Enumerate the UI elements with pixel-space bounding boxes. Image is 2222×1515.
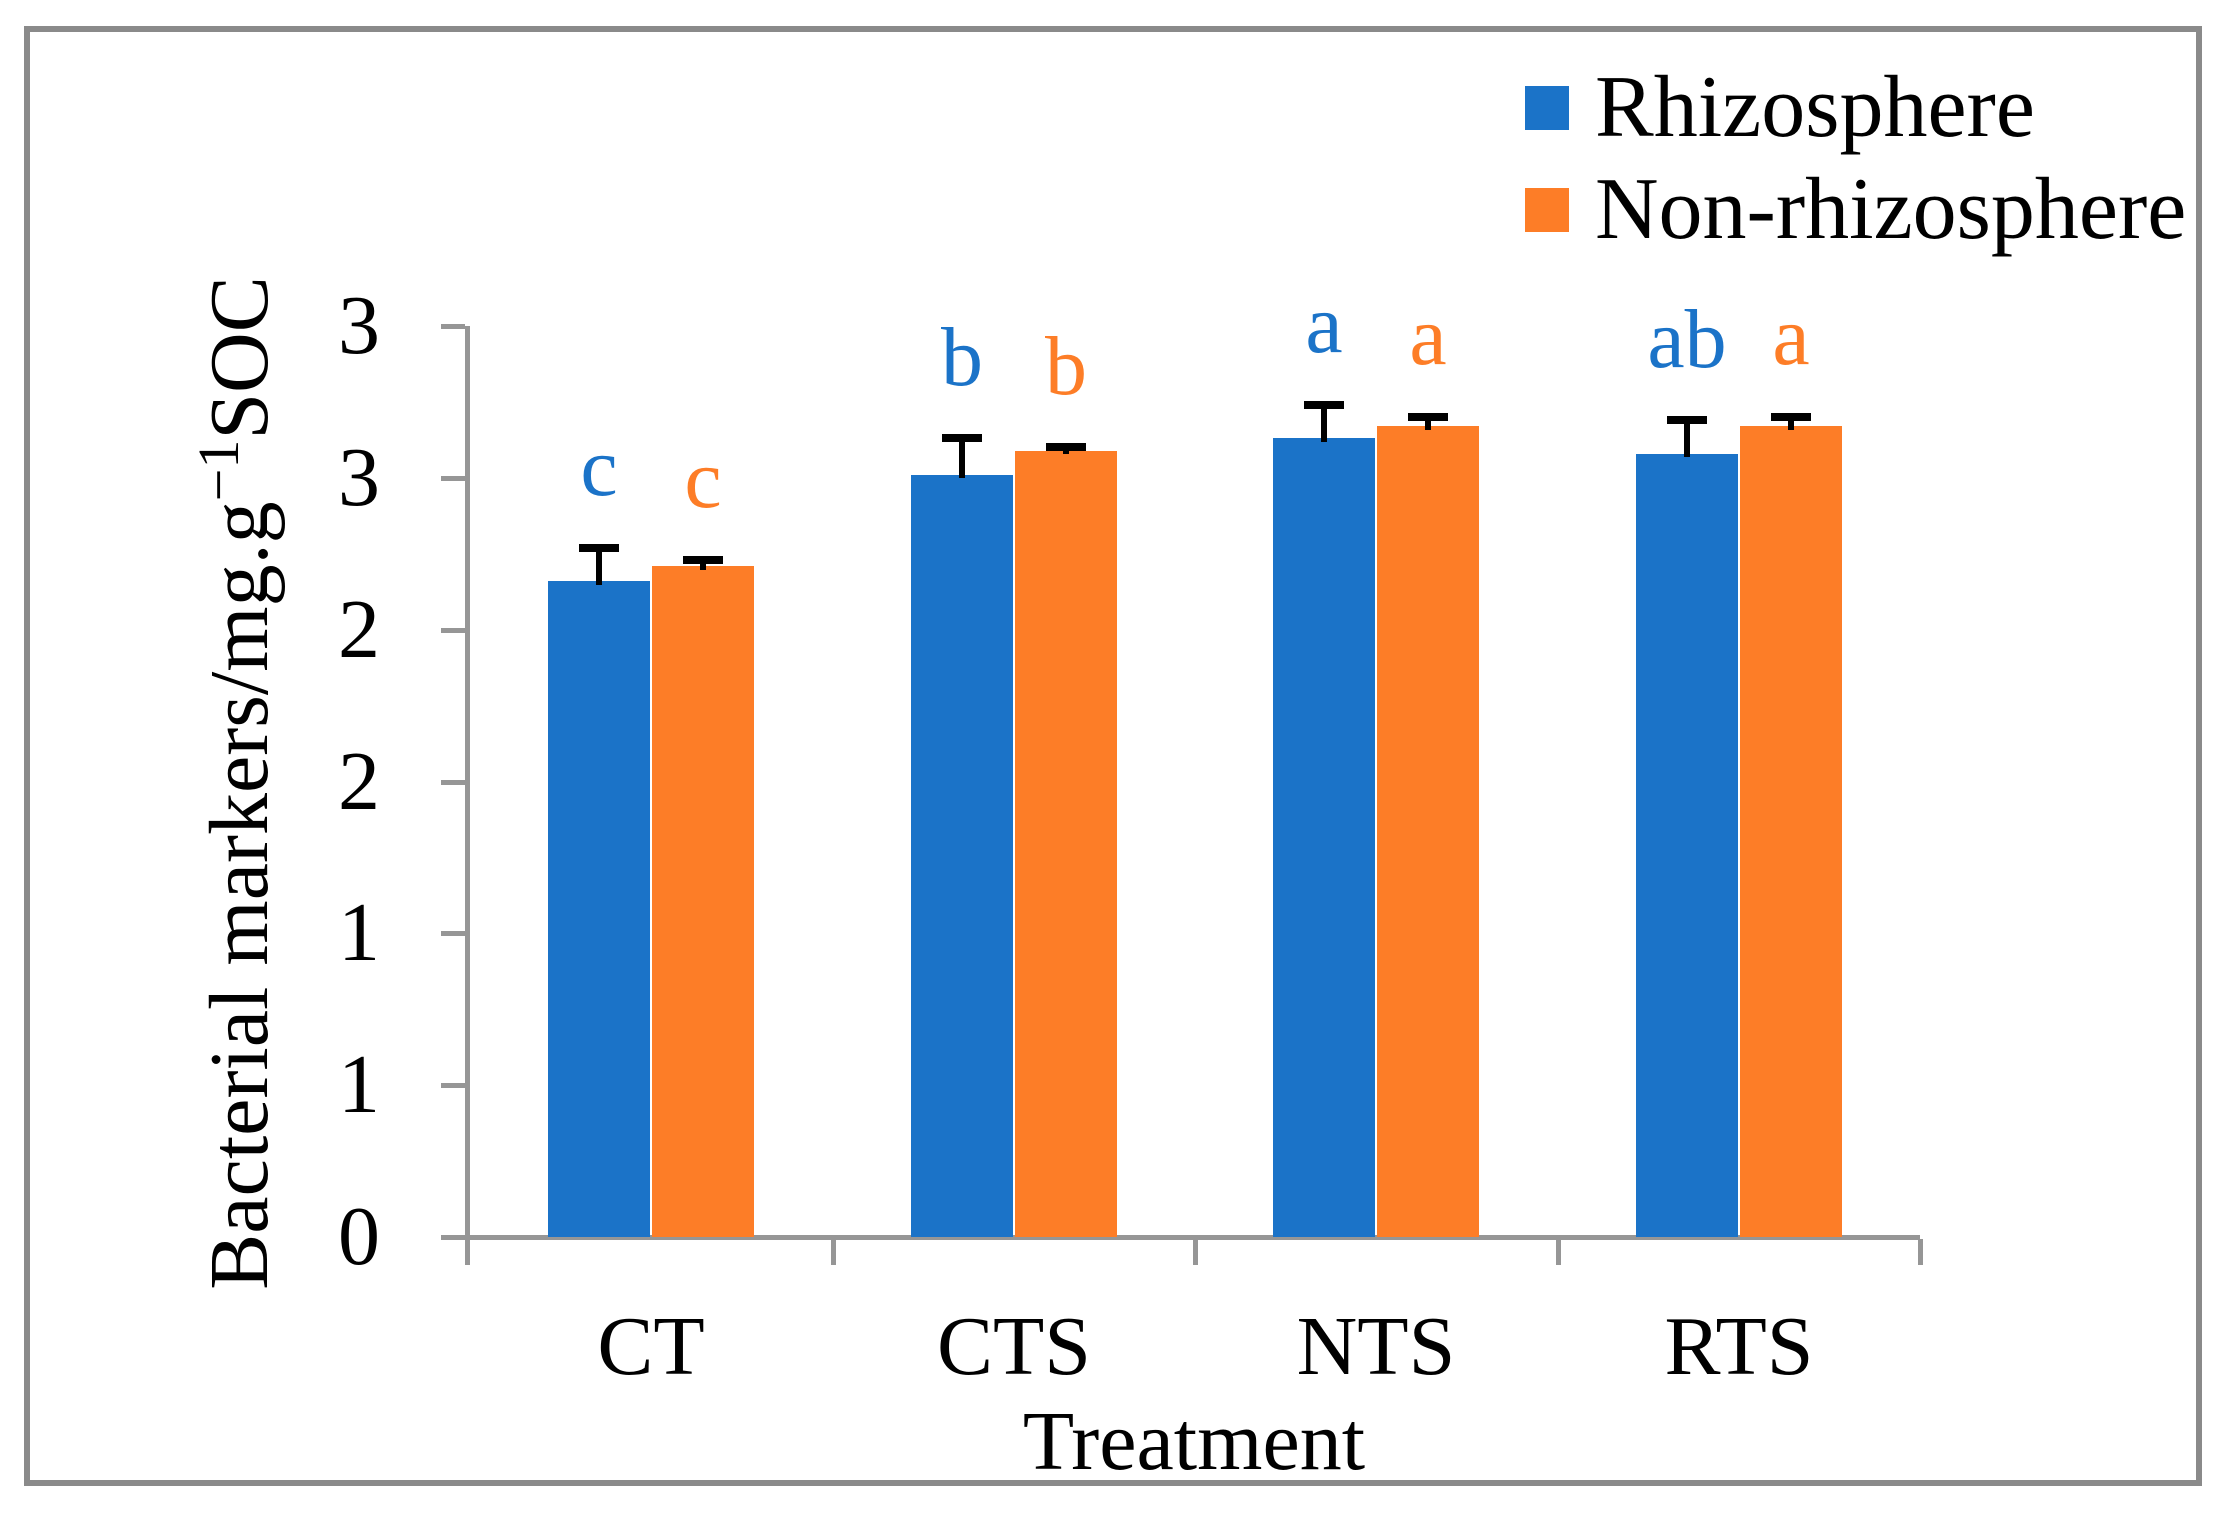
- bar-rhizosphere-cts: [911, 475, 1013, 1237]
- error-bar-whisker: [1788, 421, 1794, 430]
- y-axis-line: [465, 326, 470, 1263]
- x-axis-tick: [1556, 1239, 1561, 1265]
- significance-letter: a: [1409, 290, 1447, 383]
- x-axis-tick: [831, 1239, 836, 1265]
- bar-rhizosphere-nts: [1273, 438, 1375, 1237]
- y-axis-tick-label: 2: [338, 583, 380, 676]
- error-bar-cap: [1771, 413, 1811, 421]
- significance-letter: c: [580, 421, 618, 514]
- non-rhizosphere-swatch: [1525, 188, 1569, 232]
- significance-letter: b: [1045, 320, 1087, 413]
- y-axis-tick: [441, 628, 465, 633]
- error-bar-cap: [683, 556, 723, 564]
- bar-rhizosphere-ct: [548, 581, 650, 1237]
- y-axis-tick: [441, 324, 465, 329]
- error-bar-whisker: [1425, 421, 1431, 430]
- figure-border: [24, 26, 2202, 1486]
- error-bar-whisker: [1321, 409, 1327, 442]
- error-bar-whisker: [700, 564, 706, 570]
- x-axis-tick-label: NTS: [1296, 1300, 1456, 1393]
- significance-letter: ab: [1647, 293, 1727, 386]
- error-bar-cap: [579, 544, 619, 552]
- error-bar-cap: [1046, 443, 1086, 451]
- error-bar-cap: [1667, 416, 1707, 424]
- bar-rhizosphere-rts: [1636, 454, 1738, 1237]
- legend-label: Non-rhizosphere: [1595, 161, 2187, 258]
- bar-non-rhizosphere-cts: [1015, 451, 1117, 1237]
- legend-item-non-rhizosphere: Non-rhizosphere: [1525, 165, 2186, 255]
- error-bar-whisker: [959, 442, 965, 478]
- y-axis-tick-label: 2: [338, 735, 380, 828]
- x-axis-tick: [465, 1239, 470, 1265]
- y-axis-tick: [441, 1083, 465, 1088]
- significance-letter: b: [941, 311, 983, 404]
- y-axis-tick-label: 3: [338, 279, 380, 372]
- error-bar-whisker: [1684, 424, 1690, 457]
- x-axis-tick-label: CT: [597, 1300, 705, 1393]
- bar-non-rhizosphere-ct: [652, 566, 754, 1237]
- y-axis-tick-label: 1: [338, 886, 380, 979]
- significance-letter: a: [1305, 278, 1343, 371]
- error-bar-whisker: [1063, 451, 1069, 454]
- legend-item-rhizosphere: Rhizosphere: [1525, 63, 2035, 153]
- x-axis-tick-label: RTS: [1664, 1300, 1814, 1393]
- y-axis-tick-label: 3: [338, 431, 380, 524]
- legend-label: Rhizosphere: [1595, 59, 2035, 156]
- error-bar-whisker: [596, 552, 602, 585]
- error-bar-cap: [1304, 401, 1344, 409]
- significance-letter: c: [684, 433, 722, 526]
- bar-non-rhizosphere-rts: [1740, 426, 1842, 1237]
- y-axis-tick: [441, 931, 465, 936]
- error-bar-cap: [1408, 413, 1448, 421]
- rhizosphere-swatch: [1525, 86, 1569, 130]
- y-axis-tick-label: 1: [338, 1038, 380, 1131]
- x-axis-tick-label: CTS: [936, 1300, 1092, 1393]
- y-axis-tick: [441, 1235, 465, 1240]
- y-axis-tick: [441, 780, 465, 785]
- bar-non-rhizosphere-nts: [1377, 426, 1479, 1237]
- x-axis-title: Treatment: [1022, 1395, 1366, 1488]
- x-axis-tick: [1193, 1239, 1198, 1265]
- x-axis-line: [465, 1235, 1920, 1240]
- error-bar-cap: [942, 434, 982, 442]
- significance-letter: a: [1772, 290, 1810, 383]
- x-axis-tick: [1918, 1239, 1923, 1265]
- y-axis-tick-label: 0: [338, 1190, 380, 1283]
- y-axis-tick: [441, 476, 465, 481]
